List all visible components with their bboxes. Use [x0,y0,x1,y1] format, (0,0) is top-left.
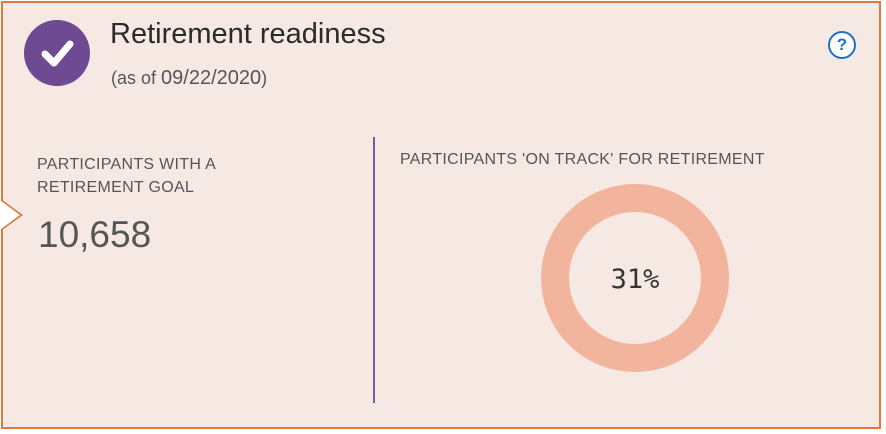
on-track-donut-chart: 31% [541,184,729,372]
goal-stat-value: 10,658 [38,214,152,255]
help-button[interactable]: ? [828,31,856,59]
donut-track-segment [541,184,729,372]
on-track-percent: 31% [611,264,660,295]
page-title: Retirement readiness [110,18,386,50]
goal-stat-label: PARTICIPANTS WITH A RETIREMENT GOAL [37,156,216,196]
section-divider [373,137,375,403]
check-icon [24,20,90,86]
retirement-readiness-card: Retirement readiness (as of 09/22/2020) … [1,1,881,429]
help-icon: ? [836,35,848,54]
on-track-label: PARTICIPANTS 'ON TRACK' FOR RETIREMENT [400,151,765,168]
as-of-date: (as of 09/22/2020) [111,67,268,89]
